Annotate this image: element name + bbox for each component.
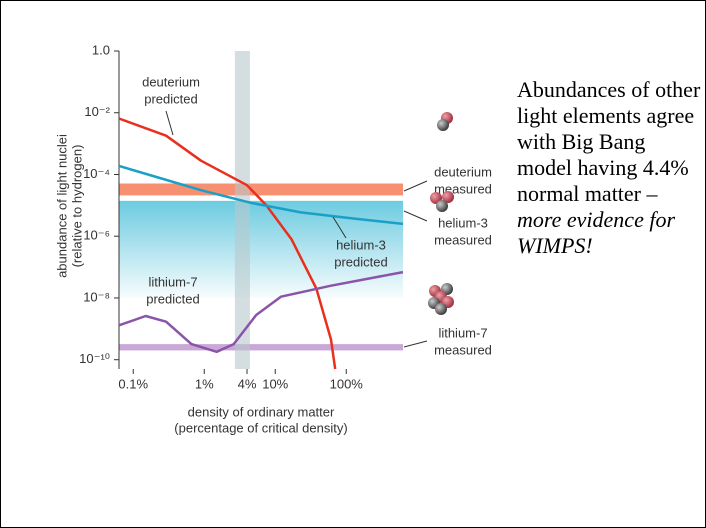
- leader-line: [404, 341, 427, 347]
- band: [235, 51, 250, 369]
- x-axis-label: (percentage of critical density): [174, 420, 347, 435]
- x-axis-label: density of ordinary matter: [188, 404, 335, 419]
- band-label: measured: [434, 232, 492, 247]
- y-tick-label: 10⁻²: [84, 104, 110, 119]
- series-label: lithium-7: [148, 274, 197, 289]
- band-label: helium-3: [438, 215, 488, 230]
- series-label: predicted: [146, 291, 199, 306]
- band-label: deuterium: [434, 164, 492, 179]
- note: Abundances of other light elements agree…: [517, 77, 703, 259]
- y-tick-label: 10⁻⁸: [83, 289, 110, 304]
- x-tick-label: 100%: [330, 376, 364, 391]
- slide: 1.0 10⁻² 10⁻⁴ 10⁻⁶ 10⁻⁸ 10⁻¹⁰ 0.1% 1% 4% 10% 100% d…: [0, 0, 706, 528]
- band-label: measured: [434, 342, 492, 357]
- y-tick-label: 10⁻⁶: [83, 228, 110, 243]
- x-tick-label: 1%: [195, 376, 214, 391]
- note-text: Abundances of other light elements agree…: [517, 77, 700, 206]
- leader-line: [404, 211, 427, 221]
- y-tick-label: 1.0: [92, 42, 110, 57]
- band: [119, 344, 403, 350]
- band-label: lithium-7: [438, 325, 487, 340]
- atom-icons: [428, 112, 454, 315]
- series-label: helium-3: [336, 237, 386, 252]
- y-axis-label: (relative to hydrogen): [69, 145, 84, 268]
- series-label: predicted: [144, 91, 197, 106]
- y-tick-label: 10⁻¹⁰: [79, 351, 110, 366]
- series-label: deuterium: [142, 74, 200, 89]
- x-tick-label: 10%: [262, 376, 288, 391]
- series-label: predicted: [334, 254, 387, 269]
- note-emphasis: more evidence for WIMPS!: [517, 207, 675, 258]
- y-axis-label: abundance of light nuclei: [54, 134, 69, 278]
- x-tick-label: 4%: [238, 376, 257, 391]
- band: [119, 184, 403, 196]
- x-tick-label: 0.1%: [118, 376, 148, 391]
- leader-line: [404, 181, 427, 191]
- y-tick-label: 10⁻⁴: [83, 166, 110, 181]
- leader-line: [166, 111, 173, 135]
